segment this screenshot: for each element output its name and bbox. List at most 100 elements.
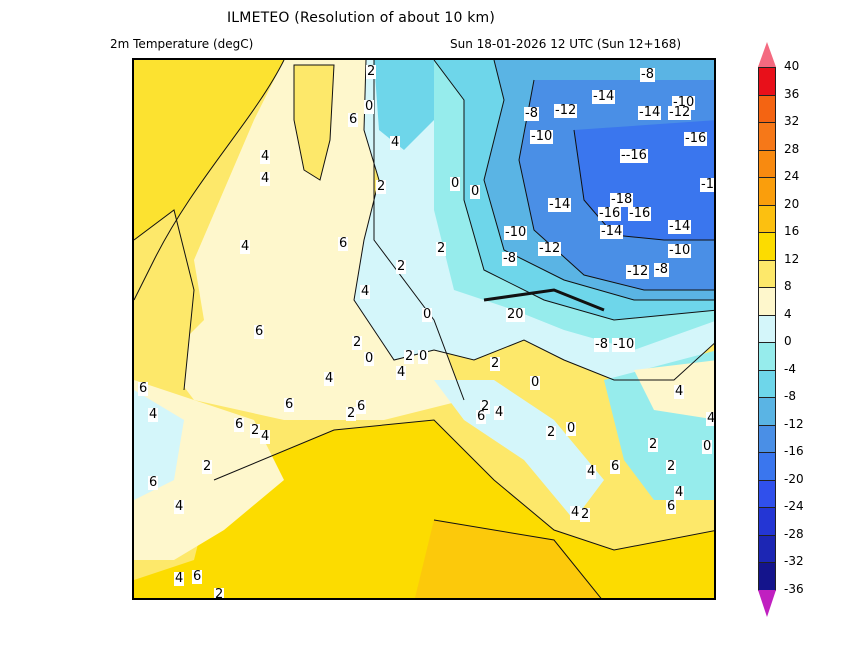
colorbar-tick-label: 8 bbox=[784, 279, 792, 293]
colorbar-segment bbox=[758, 479, 776, 508]
contour-label: 0 bbox=[530, 375, 541, 390]
colorbar-segment bbox=[758, 397, 776, 426]
colorbar-segment bbox=[758, 562, 776, 591]
colorbar-tick-label: 0 bbox=[784, 334, 792, 348]
contour-label: 2 bbox=[648, 437, 659, 452]
colorbar-tick-label: -12 bbox=[784, 416, 804, 431]
contour-label: -12 bbox=[538, 241, 562, 256]
contour-label: 4 bbox=[586, 464, 597, 479]
contour-label: 4 bbox=[260, 171, 271, 186]
contour-label: 2 bbox=[404, 349, 415, 364]
contour-label: -16 bbox=[628, 206, 652, 221]
contour-label: -8 bbox=[640, 67, 655, 82]
contour-label: 6 bbox=[148, 475, 159, 490]
contour-label: 4 bbox=[674, 485, 685, 500]
colorbar-segment bbox=[758, 342, 776, 371]
contour-label: 2 bbox=[376, 179, 387, 194]
contour-label: 4 bbox=[674, 384, 685, 399]
contour-label: -12 bbox=[668, 105, 692, 120]
colorbar-tick-label: -20 bbox=[784, 471, 804, 486]
contour-label: -8 bbox=[594, 337, 609, 352]
contour-label: -10 bbox=[530, 129, 554, 144]
contour-label: 2 bbox=[214, 587, 225, 600]
contour-label: -16 bbox=[598, 206, 622, 221]
chart-title: ILMETEO (Resolution of about 10 km) bbox=[0, 10, 850, 26]
contour-label: 6 bbox=[666, 499, 677, 514]
colorbar-segment bbox=[758, 314, 776, 343]
colorbar-tick-label: 16 bbox=[784, 224, 800, 238]
contour-label: -14 bbox=[548, 197, 572, 212]
contour-label: -18 bbox=[610, 192, 634, 207]
temperature-map: 2 0 6 4 4 4 2 4 6 0 0 2 2 4 0 6 2 0 2 0 4 4 6 2 6 4 6 2 4 6 2 6 4 4 6 2 -8 -1… bbox=[132, 58, 716, 600]
contour-label: -10 bbox=[612, 337, 636, 352]
contour-label: 4 bbox=[174, 571, 185, 586]
contour-label: 4 bbox=[396, 365, 407, 380]
contour-label: -16 bbox=[684, 131, 708, 146]
contour-label: 4 bbox=[706, 411, 716, 426]
contour-label: 6 bbox=[356, 399, 367, 414]
colorbar-segment bbox=[758, 232, 776, 261]
contour-label: 4 bbox=[260, 149, 271, 164]
colorbar-segment bbox=[758, 259, 776, 288]
colorbar-tick-label: 40 bbox=[784, 59, 800, 73]
contour-label: 4 bbox=[174, 499, 185, 514]
contour-label: -8 bbox=[654, 262, 669, 277]
contour-label: 0 bbox=[450, 176, 461, 191]
colorbar-tick-label: -24 bbox=[784, 499, 804, 513]
contour-label: 2 bbox=[366, 64, 377, 79]
colorbar-segment bbox=[758, 67, 776, 96]
contour-label: 0 bbox=[364, 99, 375, 114]
colorbar-segment bbox=[758, 369, 776, 398]
map-fill-layer bbox=[134, 60, 714, 598]
contour-label: 2 bbox=[346, 406, 357, 421]
contour-label: 6 bbox=[284, 397, 295, 412]
contour-label: 6 bbox=[476, 409, 487, 424]
colorbar-segment bbox=[758, 122, 776, 151]
colorbar-segment bbox=[758, 534, 776, 563]
colorbar-segment bbox=[758, 287, 776, 316]
contour-label: 2 bbox=[480, 399, 491, 414]
under-range-arrow-icon bbox=[758, 589, 776, 617]
colorbar-segment bbox=[758, 424, 776, 453]
contour-label: 0 bbox=[702, 439, 713, 454]
contour-label: 0 bbox=[566, 421, 577, 436]
contour-label: -8 bbox=[524, 106, 539, 121]
contour-label: 6 bbox=[610, 459, 621, 474]
contour-label: 4 bbox=[494, 405, 505, 420]
contour-label: 0 bbox=[470, 184, 481, 199]
contour-label: -8 bbox=[502, 251, 517, 266]
contour-label: -10 bbox=[504, 225, 528, 240]
contour-label: 2 bbox=[666, 459, 677, 474]
contour-label: -12 bbox=[626, 264, 650, 279]
colorbar-tick-label: -16 bbox=[784, 444, 804, 458]
title-text: ILMETEO (Resolution of about 10 km) bbox=[226, 10, 496, 26]
contour-label: 4 bbox=[390, 135, 401, 150]
colorbar-segment bbox=[758, 94, 776, 123]
contour-label: 2 bbox=[490, 356, 501, 371]
contour-label: 0 bbox=[418, 349, 429, 364]
contour-label: 6 bbox=[138, 381, 149, 396]
contour-label: 2 bbox=[352, 335, 363, 350]
contour-label: --16 bbox=[620, 148, 648, 163]
colorbar-tick-label: 28 bbox=[784, 141, 800, 156]
contour-label: -1 bbox=[700, 177, 714, 192]
contour-label: 20 bbox=[506, 307, 525, 322]
over-range-arrow-icon bbox=[758, 42, 776, 67]
colorbar-segment bbox=[758, 507, 776, 536]
contour-label: 4 bbox=[148, 407, 159, 422]
contour-label: -10 bbox=[668, 243, 692, 258]
colorbar-tick-label: 24 bbox=[784, 169, 800, 183]
contour-label: 2 bbox=[436, 241, 447, 256]
contour-label: -12 bbox=[554, 103, 578, 118]
contour-label: 0 bbox=[422, 307, 433, 322]
colorbar-tick-label: 12 bbox=[784, 251, 800, 266]
contour-label: -14 bbox=[668, 219, 692, 234]
contour-label: 6 bbox=[192, 569, 203, 584]
contour-label: -14 bbox=[600, 224, 624, 239]
contour-label: -14 bbox=[638, 105, 662, 120]
contour-label: 4 bbox=[570, 505, 581, 520]
colorbar-tick-label: 36 bbox=[784, 86, 800, 101]
contour-label: 6 bbox=[234, 417, 245, 432]
valid-time-label: Sun 18-01-2026 12 UTC (Sun 12+168) bbox=[450, 37, 682, 51]
contour-label: 2 bbox=[396, 259, 407, 274]
